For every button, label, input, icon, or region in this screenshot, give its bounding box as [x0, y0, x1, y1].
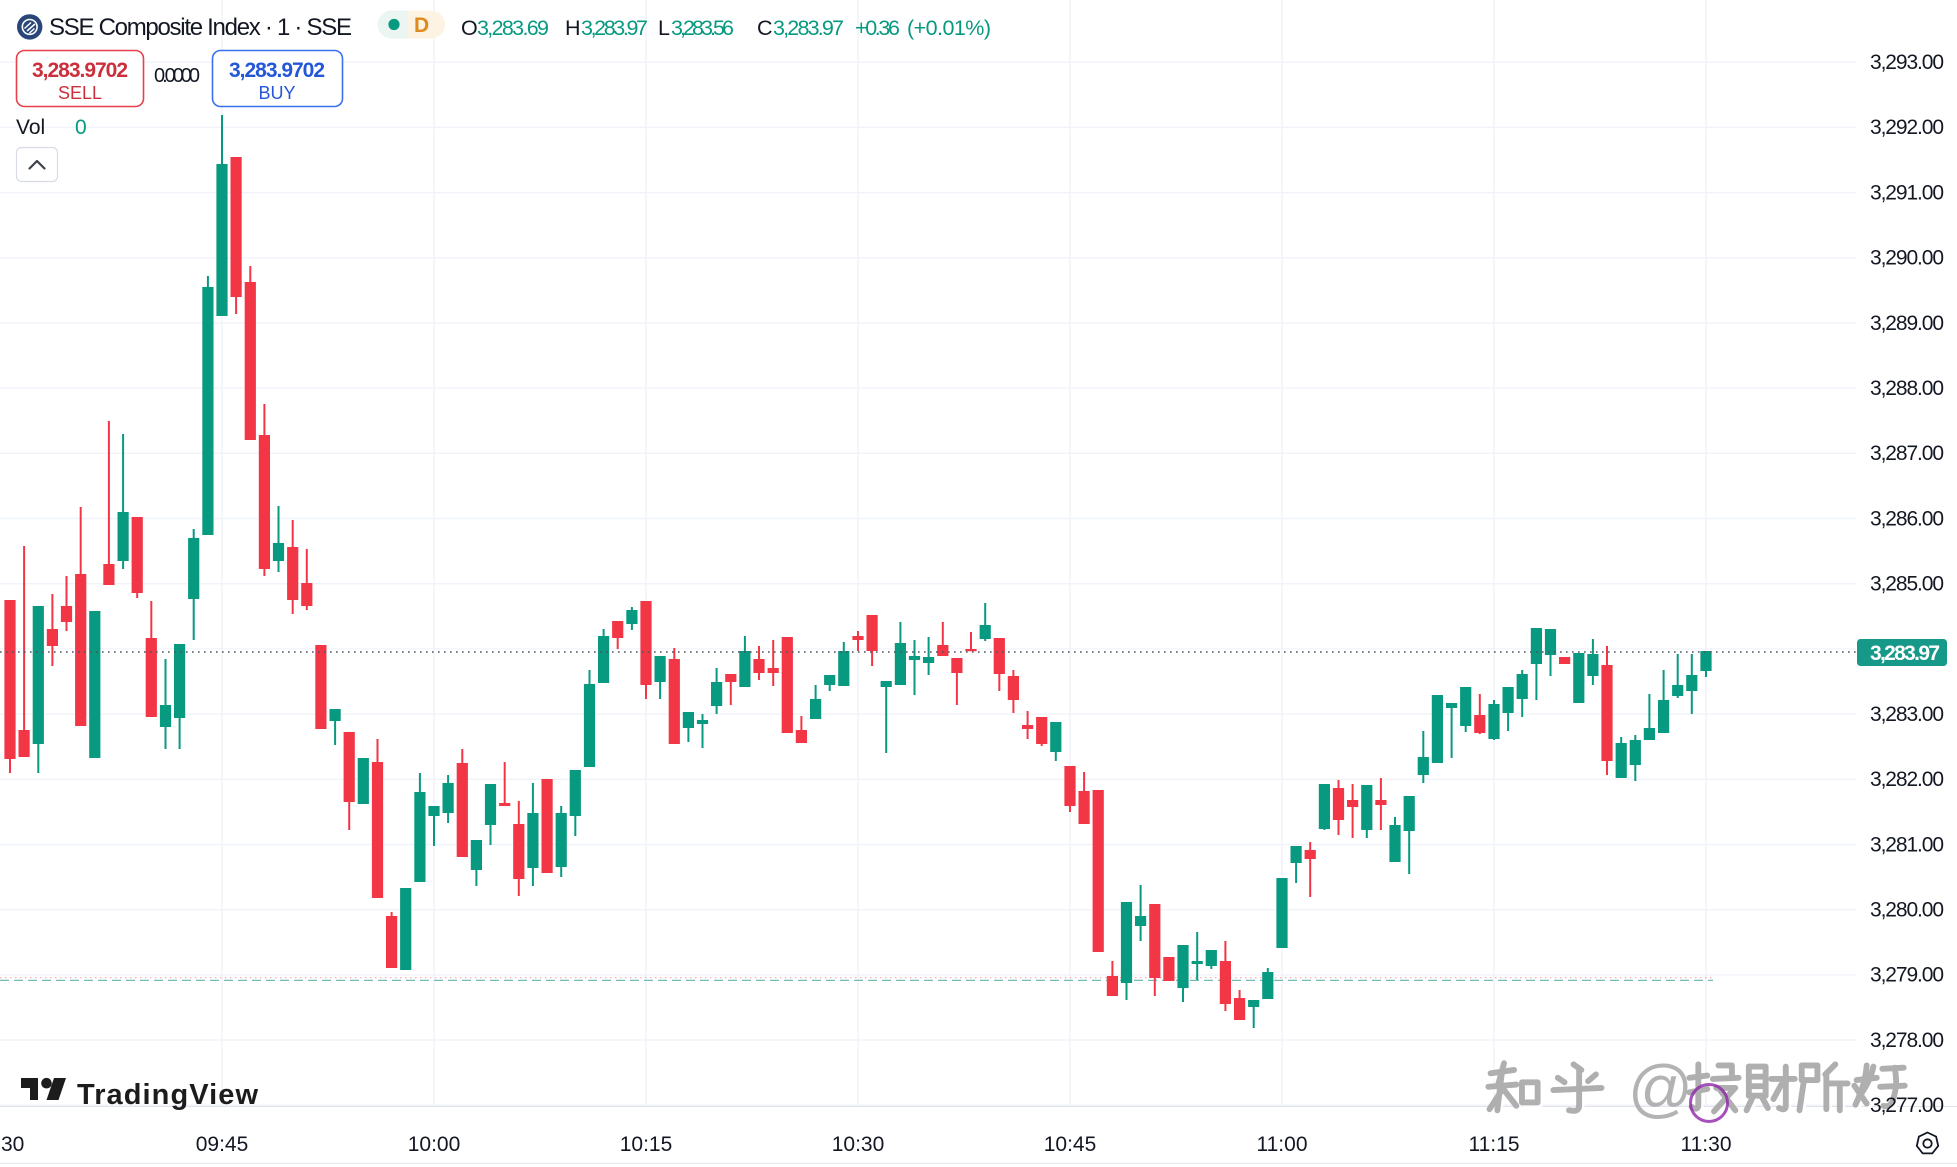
- svg-text:SELL: SELL: [58, 83, 102, 103]
- svg-text:3,283.9702: 3,283.9702: [229, 59, 325, 82]
- svg-text:3,280.00: 3,280.00: [1870, 899, 1944, 922]
- svg-text:3,288.00: 3,288.00: [1870, 377, 1944, 400]
- svg-text:BUY: BUY: [258, 83, 295, 103]
- svg-text:3,283.97: 3,283.97: [1870, 642, 1940, 665]
- svg-text:3,281.00: 3,281.00: [1870, 833, 1944, 856]
- svg-text:11:15: 11:15: [1469, 1133, 1520, 1156]
- svg-text:3,285.00: 3,285.00: [1870, 573, 1944, 596]
- svg-text:Vol: Vol: [16, 116, 45, 139]
- svg-text:3,291.00: 3,291.00: [1870, 181, 1944, 204]
- svg-text:3,293.00: 3,293.00: [1870, 51, 1944, 74]
- svg-text:D: D: [414, 14, 429, 37]
- svg-text:3,282.00: 3,282.00: [1870, 768, 1944, 791]
- svg-text:3,286.00: 3,286.00: [1870, 507, 1944, 530]
- svg-text:3,279.00: 3,279.00: [1870, 964, 1944, 987]
- svg-text:3,277.00: 3,277.00: [1870, 1094, 1944, 1117]
- svg-text:3,283.9702: 3,283.9702: [32, 59, 128, 82]
- svg-text:@: @: [1628, 1052, 1693, 1124]
- svg-text:TradingView: TradingView: [77, 1079, 258, 1111]
- svg-text:30: 30: [1, 1133, 24, 1156]
- svg-text:10:00: 10:00: [408, 1133, 461, 1156]
- svg-text:3,287.00: 3,287.00: [1870, 442, 1944, 465]
- svg-text:10:30: 10:30: [832, 1133, 885, 1156]
- svg-text:3,292.00: 3,292.00: [1870, 116, 1944, 139]
- svg-text:0.0000: 0.0000: [154, 65, 200, 87]
- svg-text:SSE Composite Index · 1 · SSE: SSE Composite Index · 1 · SSE: [49, 14, 352, 41]
- svg-text:09:45: 09:45: [196, 1133, 249, 1156]
- svg-text:3,290.00: 3,290.00: [1870, 247, 1944, 270]
- svg-text:10:45: 10:45: [1044, 1133, 1097, 1156]
- svg-text:10:15: 10:15: [620, 1133, 673, 1156]
- svg-text:3,278.00: 3,278.00: [1870, 1029, 1944, 1052]
- svg-text:3,283.00: 3,283.00: [1870, 703, 1944, 726]
- svg-text:3,289.00: 3,289.00: [1870, 312, 1944, 335]
- svg-text:11:00: 11:00: [1257, 1133, 1308, 1156]
- svg-text:0: 0: [75, 116, 87, 139]
- svg-text:11:30: 11:30: [1681, 1133, 1732, 1156]
